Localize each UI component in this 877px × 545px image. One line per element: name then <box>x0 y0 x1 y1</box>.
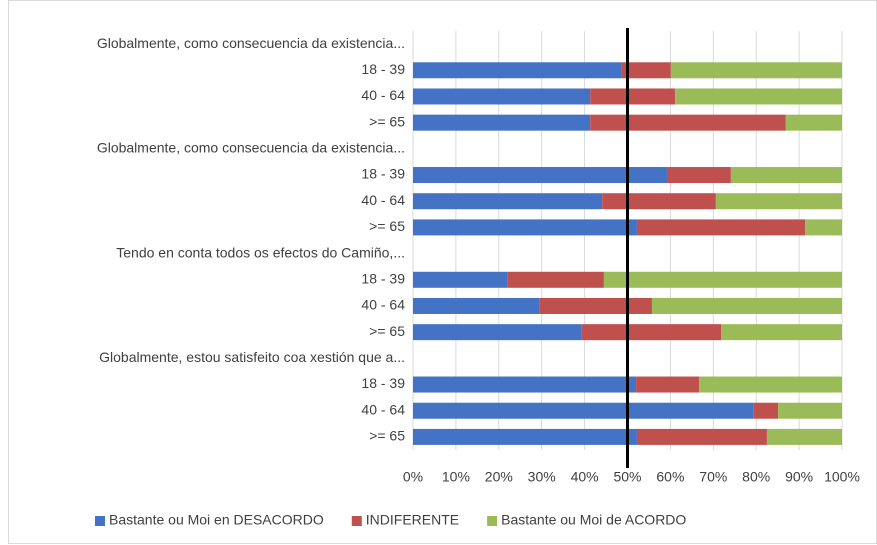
y-tick-label: >= 65 <box>369 323 405 339</box>
bar-segment <box>805 219 842 236</box>
legend-swatch <box>95 516 105 526</box>
y-tick-label: 40 - 64 <box>361 401 405 417</box>
y-tick-label: >= 65 <box>369 428 405 444</box>
bar-segment <box>721 324 842 341</box>
x-tick-label: 90% <box>785 469 813 485</box>
x-tick-label: 30% <box>528 469 556 485</box>
bar-segment <box>785 114 842 131</box>
bar-segment <box>675 88 842 105</box>
bar-segment <box>413 62 622 79</box>
bar-segment <box>413 88 591 105</box>
bar-segment <box>413 114 591 131</box>
y-tick-label: 18 - 39 <box>361 61 405 77</box>
bar-segment <box>636 376 700 393</box>
y-tick-label: 40 - 64 <box>361 192 405 208</box>
bar-segment <box>730 167 842 184</box>
y-tick-label: 40 - 64 <box>361 87 405 103</box>
bar-segment <box>715 193 842 210</box>
bar-segment <box>507 271 604 288</box>
y-tick-label: Tendo en conta todos os efectos do Camiñ… <box>116 244 405 260</box>
bar-segment <box>636 428 767 445</box>
x-tick-label: 50% <box>613 469 641 485</box>
y-tick-label: Globalmente, como consecuencia da existe… <box>97 35 405 51</box>
legend-swatch <box>351 516 362 526</box>
bar-segment <box>621 62 671 79</box>
y-tick-label: 18 - 39 <box>361 375 405 391</box>
bar-segment <box>413 219 637 236</box>
x-tick-label: 0% <box>403 469 423 485</box>
bar-segment <box>636 219 806 236</box>
x-tick-label: 60% <box>656 469 684 485</box>
bar-segment <box>651 297 842 314</box>
bar-segment <box>413 271 508 288</box>
bar-segment <box>413 297 540 314</box>
bar-segment <box>539 297 652 314</box>
bar-segment <box>413 193 603 210</box>
bar-segment <box>413 376 637 393</box>
y-tick-label: 40 - 64 <box>361 297 405 313</box>
x-tick-label: 40% <box>571 469 599 485</box>
bar-segment <box>602 193 716 210</box>
legend-label: INDIFERENTE <box>366 512 459 528</box>
legend-label: Bastante ou Moi en DESACORDO <box>109 512 324 528</box>
bar-segment <box>581 324 722 341</box>
legend-label: Bastante ou Moi de ACORDO <box>501 512 686 528</box>
bar-segment <box>699 376 842 393</box>
y-tick-label: 18 - 39 <box>361 270 405 286</box>
bar-segment <box>666 167 731 184</box>
y-tick-label: >= 65 <box>369 218 405 234</box>
y-tick-label: 18 - 39 <box>361 166 405 182</box>
bar-segment <box>413 428 637 445</box>
bar-segment <box>753 402 779 419</box>
bar-segment <box>590 114 786 131</box>
x-tick-label: 20% <box>485 469 513 485</box>
x-tick-label: 70% <box>699 469 727 485</box>
bar-segment <box>413 324 582 341</box>
legend-swatch <box>487 516 498 526</box>
bar-segment <box>590 88 676 105</box>
bar-segment <box>670 62 842 79</box>
y-tick-label: Globalmente, estou satisfeito coa xestió… <box>99 349 405 365</box>
bar-segment <box>778 402 842 419</box>
bar-segment <box>603 271 842 288</box>
y-tick-label: >= 65 <box>369 113 405 129</box>
x-tick-label: 100% <box>824 469 860 485</box>
x-tick-label: 10% <box>442 469 470 485</box>
y-tick-label: Globalmente, como consecuencia da existe… <box>97 140 405 156</box>
x-tick-label: 80% <box>742 469 770 485</box>
bar-segment <box>413 167 667 184</box>
bar-segment <box>413 402 754 419</box>
bar-segment <box>766 428 842 445</box>
